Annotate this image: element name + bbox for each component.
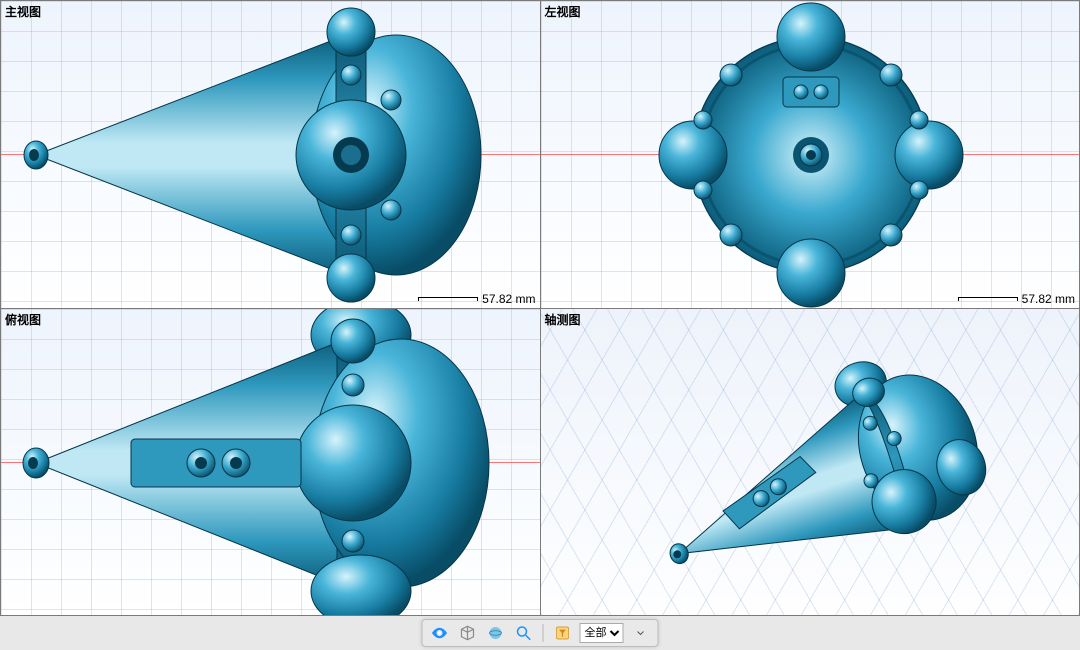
scene-button[interactable] xyxy=(485,622,507,644)
viewport-label: 主视图 xyxy=(1,1,45,22)
viewport-left[interactable]: 左视图 57.82 mm xyxy=(541,1,1080,308)
toolbar-separator xyxy=(543,624,544,642)
toolbar-chevron-down-icon[interactable] xyxy=(630,622,652,644)
viewport-scale: 57.82 mm xyxy=(418,292,535,306)
viewport-label: 轴测图 xyxy=(541,309,585,330)
display-style-button[interactable] xyxy=(457,622,479,644)
filter-select[interactable]: 全部 xyxy=(580,623,624,643)
model-iso xyxy=(541,309,1080,616)
viewport-top[interactable]: 俯视图 xyxy=(1,309,540,616)
viewport-label: 俯视图 xyxy=(1,309,45,330)
filter-icon[interactable] xyxy=(552,622,574,644)
viewport-grid: 主视图 57.82 mm xyxy=(0,0,1080,616)
viewport-scale: 57.82 mm xyxy=(958,292,1075,306)
model-top xyxy=(1,309,540,616)
viewport-label: 左视图 xyxy=(541,1,585,22)
model-front xyxy=(1,1,540,308)
view-toolbar: 全部 xyxy=(422,619,659,647)
visibility-button[interactable] xyxy=(429,622,451,644)
zoom-button[interactable] xyxy=(513,622,535,644)
viewport-front[interactable]: 主视图 57.82 mm xyxy=(1,1,540,308)
viewport-isometric[interactable]: 轴测图 xyxy=(541,309,1080,616)
model-left xyxy=(541,1,1080,308)
